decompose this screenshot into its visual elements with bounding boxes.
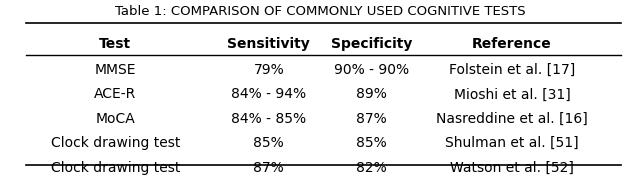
Text: Test: Test xyxy=(99,37,131,51)
Text: MoCA: MoCA xyxy=(95,112,135,126)
Text: Watson et al. [52]: Watson et al. [52] xyxy=(450,161,574,175)
Text: 79%: 79% xyxy=(253,63,284,77)
Text: 84% - 85%: 84% - 85% xyxy=(231,112,307,126)
Text: Shulman et al. [51]: Shulman et al. [51] xyxy=(445,136,579,150)
Text: 84% - 94%: 84% - 94% xyxy=(231,87,307,101)
Text: Nasreddine et al. [16]: Nasreddine et al. [16] xyxy=(436,112,588,126)
Text: ACE-R: ACE-R xyxy=(94,87,136,101)
Text: Clock drawing test: Clock drawing test xyxy=(51,136,180,150)
Text: 87%: 87% xyxy=(253,161,284,175)
Text: 90% - 90%: 90% - 90% xyxy=(333,63,409,77)
Text: 87%: 87% xyxy=(356,112,387,126)
Text: Table 1: COMPARISON OF COMMONLY USED COGNITIVE TESTS: Table 1: COMPARISON OF COMMONLY USED COG… xyxy=(115,5,525,18)
Text: MMSE: MMSE xyxy=(95,63,136,77)
Text: 85%: 85% xyxy=(356,136,387,150)
Text: 85%: 85% xyxy=(253,136,284,150)
Text: Reference: Reference xyxy=(472,37,552,51)
Text: 89%: 89% xyxy=(356,87,387,101)
Text: Specificity: Specificity xyxy=(330,37,412,51)
Text: Clock drawing test: Clock drawing test xyxy=(51,161,180,175)
Text: 82%: 82% xyxy=(356,161,387,175)
Text: Sensitivity: Sensitivity xyxy=(227,37,310,51)
Text: Folstein et al. [17]: Folstein et al. [17] xyxy=(449,63,575,77)
Text: Mioshi et al. [31]: Mioshi et al. [31] xyxy=(454,87,570,101)
